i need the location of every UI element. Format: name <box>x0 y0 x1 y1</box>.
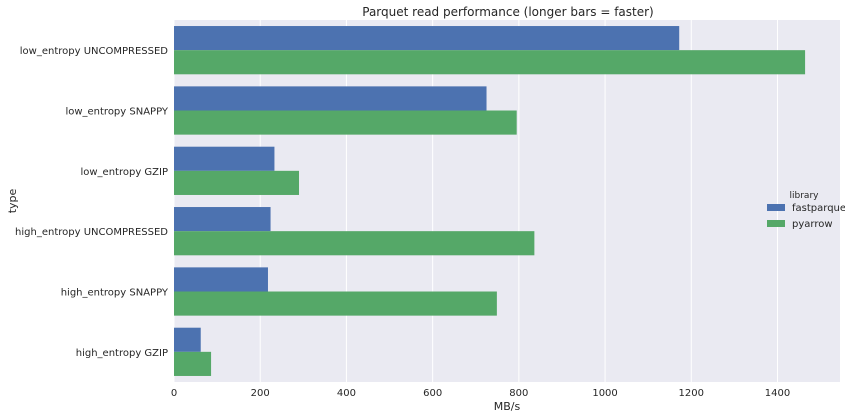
bars-layer <box>174 26 806 376</box>
y-tick-label: high_entropy GZIP <box>76 348 168 359</box>
y-tick-label: low_entropy UNCOMPRESSED <box>20 46 169 57</box>
bar-fastparquet <box>174 267 268 292</box>
bar-pyarrow <box>174 231 535 256</box>
bar-pyarrow <box>174 351 212 376</box>
x-tick-labels: 0 200 400 600 800 1000 1200 1400 <box>171 388 790 399</box>
bar-pyarrow <box>174 291 497 316</box>
y-tick-label: low_entropy SNAPPY <box>65 107 168 118</box>
bar-fastparquet <box>174 327 201 352</box>
x-tick-label: 600 <box>423 388 442 399</box>
bar-fastparquet <box>174 26 680 51</box>
bar-fastparquet <box>174 207 271 232</box>
plot-background <box>174 20 840 382</box>
y-tick-label: high_entropy SNAPPY <box>61 288 169 299</box>
x-tick-label: 1400 <box>765 388 790 399</box>
legend-label-pyarrow: pyarrow <box>792 219 833 230</box>
x-tick-label: 200 <box>251 388 270 399</box>
bar-pyarrow <box>174 110 517 135</box>
x-tick-label: 800 <box>509 388 528 399</box>
y-tick-label: high_entropy UNCOMPRESSED <box>15 227 168 238</box>
legend-label-fastparquet: fastparquet <box>792 203 845 214</box>
bar-fastparquet <box>174 146 275 171</box>
x-tick-label: 0 <box>171 388 177 399</box>
x-axis-label: MB/s <box>494 400 521 413</box>
legend: library fastparquet pyarrow <box>767 191 845 230</box>
chart-title: Parquet read performance (longer bars = … <box>362 5 654 19</box>
y-tick-labels: low_entropy UNCOMPRESSED low_entropy SNAP… <box>15 46 169 359</box>
legend-title: library <box>790 191 820 201</box>
x-tick-label: 1000 <box>592 388 617 399</box>
bar-pyarrow <box>174 170 300 195</box>
bar-fastparquet <box>174 86 487 111</box>
y-axis-label: type <box>6 188 19 213</box>
legend-swatch-pyarrow <box>767 220 785 227</box>
legend-swatch-fastparquet <box>767 204 785 211</box>
legend-items: fastparquet pyarrow <box>767 203 845 230</box>
x-gridlines <box>173 20 778 382</box>
y-tick-label: low_entropy GZIP <box>80 167 168 178</box>
x-tick-label: 400 <box>337 388 356 399</box>
x-tick-label: 1200 <box>679 388 704 399</box>
bar-pyarrow <box>174 50 806 75</box>
